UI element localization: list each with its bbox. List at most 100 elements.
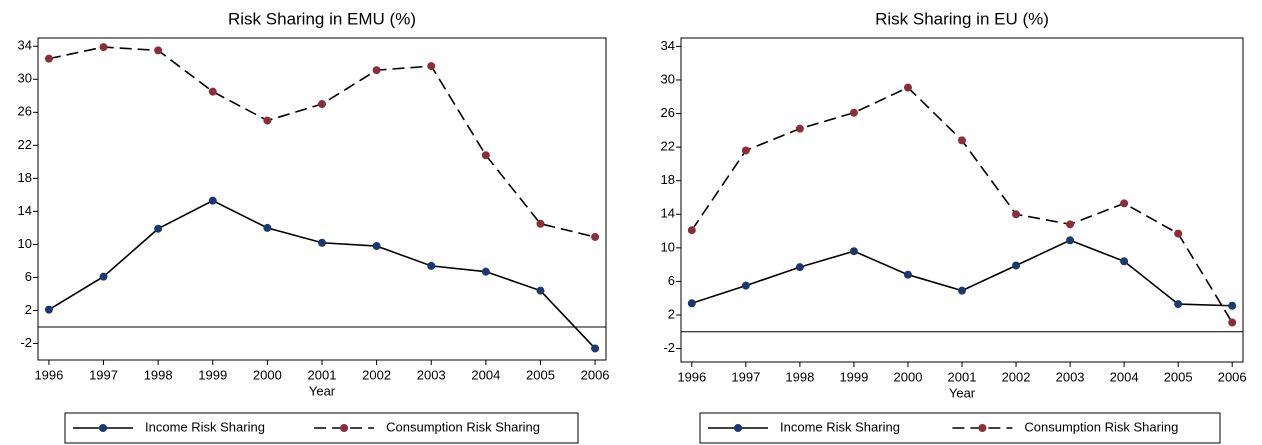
x-tick-label: 2003 (1056, 369, 1085, 384)
y-tick-label: 22 (18, 137, 32, 152)
point (958, 136, 966, 145)
point (849, 108, 858, 117)
legend-marker (99, 424, 107, 432)
x-tick-label: 2006 (1218, 369, 1247, 384)
point (591, 232, 600, 241)
x-tick-label: 2000 (894, 369, 923, 384)
y-tick-label: 6 (668, 273, 675, 288)
y-tick-label: 2 (668, 306, 675, 321)
plot-frame (680, 37, 1244, 363)
y-tick-label: 6 (25, 269, 32, 284)
point (1066, 220, 1075, 229)
point (1174, 300, 1183, 309)
point (795, 124, 804, 133)
x-axis-label: Year (949, 385, 976, 400)
point (1174, 229, 1183, 238)
legend-label: Income Risk Sharing (780, 419, 900, 434)
point (591, 344, 600, 353)
legend-box (699, 412, 1221, 444)
point (99, 272, 108, 281)
y-tick-label: 10 (18, 236, 32, 251)
x-tick-label: 2005 (1164, 369, 1193, 384)
point (427, 62, 436, 71)
point (318, 100, 326, 109)
point (1120, 257, 1129, 266)
y-tick-label: 26 (661, 105, 675, 120)
point (372, 66, 381, 75)
point (481, 151, 490, 160)
x-tick-label: 1998 (144, 367, 173, 382)
legend-marker (734, 424, 742, 432)
point (741, 281, 750, 290)
x-axis-label: Year (309, 383, 336, 398)
legend-marker (978, 424, 987, 432)
point (795, 263, 804, 272)
chart-title: Risk Sharing in EMU (%) (228, 9, 416, 28)
point (849, 247, 858, 256)
y-tick-label: 22 (661, 139, 675, 154)
point (318, 238, 326, 247)
point (536, 219, 545, 228)
y-tick-label: 30 (18, 71, 32, 86)
x-tick-label: 2002 (362, 367, 391, 382)
x-tick-label: 2000 (253, 367, 282, 382)
point (481, 267, 490, 276)
point (154, 46, 163, 55)
y-tick-label: -2 (20, 335, 32, 350)
y-tick-label: 18 (661, 172, 675, 187)
y-tick-label: 18 (18, 170, 32, 185)
y-tick-label: 34 (18, 38, 32, 53)
x-tick-label: 2001 (308, 367, 337, 382)
point (687, 299, 696, 308)
series-line (48, 199, 596, 349)
point (427, 261, 436, 270)
legend-label: Income Risk Sharing (145, 419, 265, 434)
point (1012, 210, 1021, 219)
series-line (48, 46, 596, 238)
x-tick-label: 1996 (677, 369, 706, 384)
x-tick-label: 2004 (1110, 369, 1139, 384)
point (1012, 261, 1021, 270)
y-tick-label: 2 (25, 302, 32, 317)
x-tick-label: 2004 (471, 367, 500, 382)
legend-marker (340, 424, 349, 432)
point (263, 116, 272, 125)
point (44, 54, 53, 63)
point (741, 146, 750, 155)
legend-label: Consumption Risk Sharing (1024, 419, 1178, 434)
point (99, 43, 108, 52)
point (208, 87, 217, 96)
y-tick-label: -2 (663, 340, 675, 355)
y-tick-label: 10 (661, 239, 675, 254)
x-tick-label: 1998 (785, 369, 814, 384)
y-tick-label: 26 (18, 104, 32, 119)
point (958, 286, 966, 295)
point (208, 196, 217, 205)
series-line (691, 239, 1233, 307)
point (903, 83, 912, 92)
point (687, 226, 696, 235)
point (372, 242, 381, 251)
point (263, 223, 272, 232)
point (903, 270, 912, 279)
x-tick-label: 2001 (948, 369, 977, 384)
x-tick-label: 1996 (34, 367, 63, 382)
legend-box (64, 412, 579, 444)
point (1228, 301, 1237, 310)
x-tick-label: 2002 (1002, 369, 1031, 384)
x-tick-label: 1997 (89, 367, 118, 382)
y-tick-label: 14 (18, 203, 32, 218)
point (44, 305, 53, 314)
point (1066, 236, 1075, 245)
point (1228, 318, 1237, 327)
x-tick-label: 1999 (198, 367, 227, 382)
point (1120, 199, 1129, 208)
x-tick-label: 2006 (581, 367, 610, 382)
legend-label: Consumption Risk Sharing (386, 419, 540, 434)
y-tick-label: 14 (661, 206, 675, 221)
x-tick-label: 2003 (417, 367, 446, 382)
y-tick-label: 34 (661, 38, 675, 53)
point (536, 286, 545, 295)
